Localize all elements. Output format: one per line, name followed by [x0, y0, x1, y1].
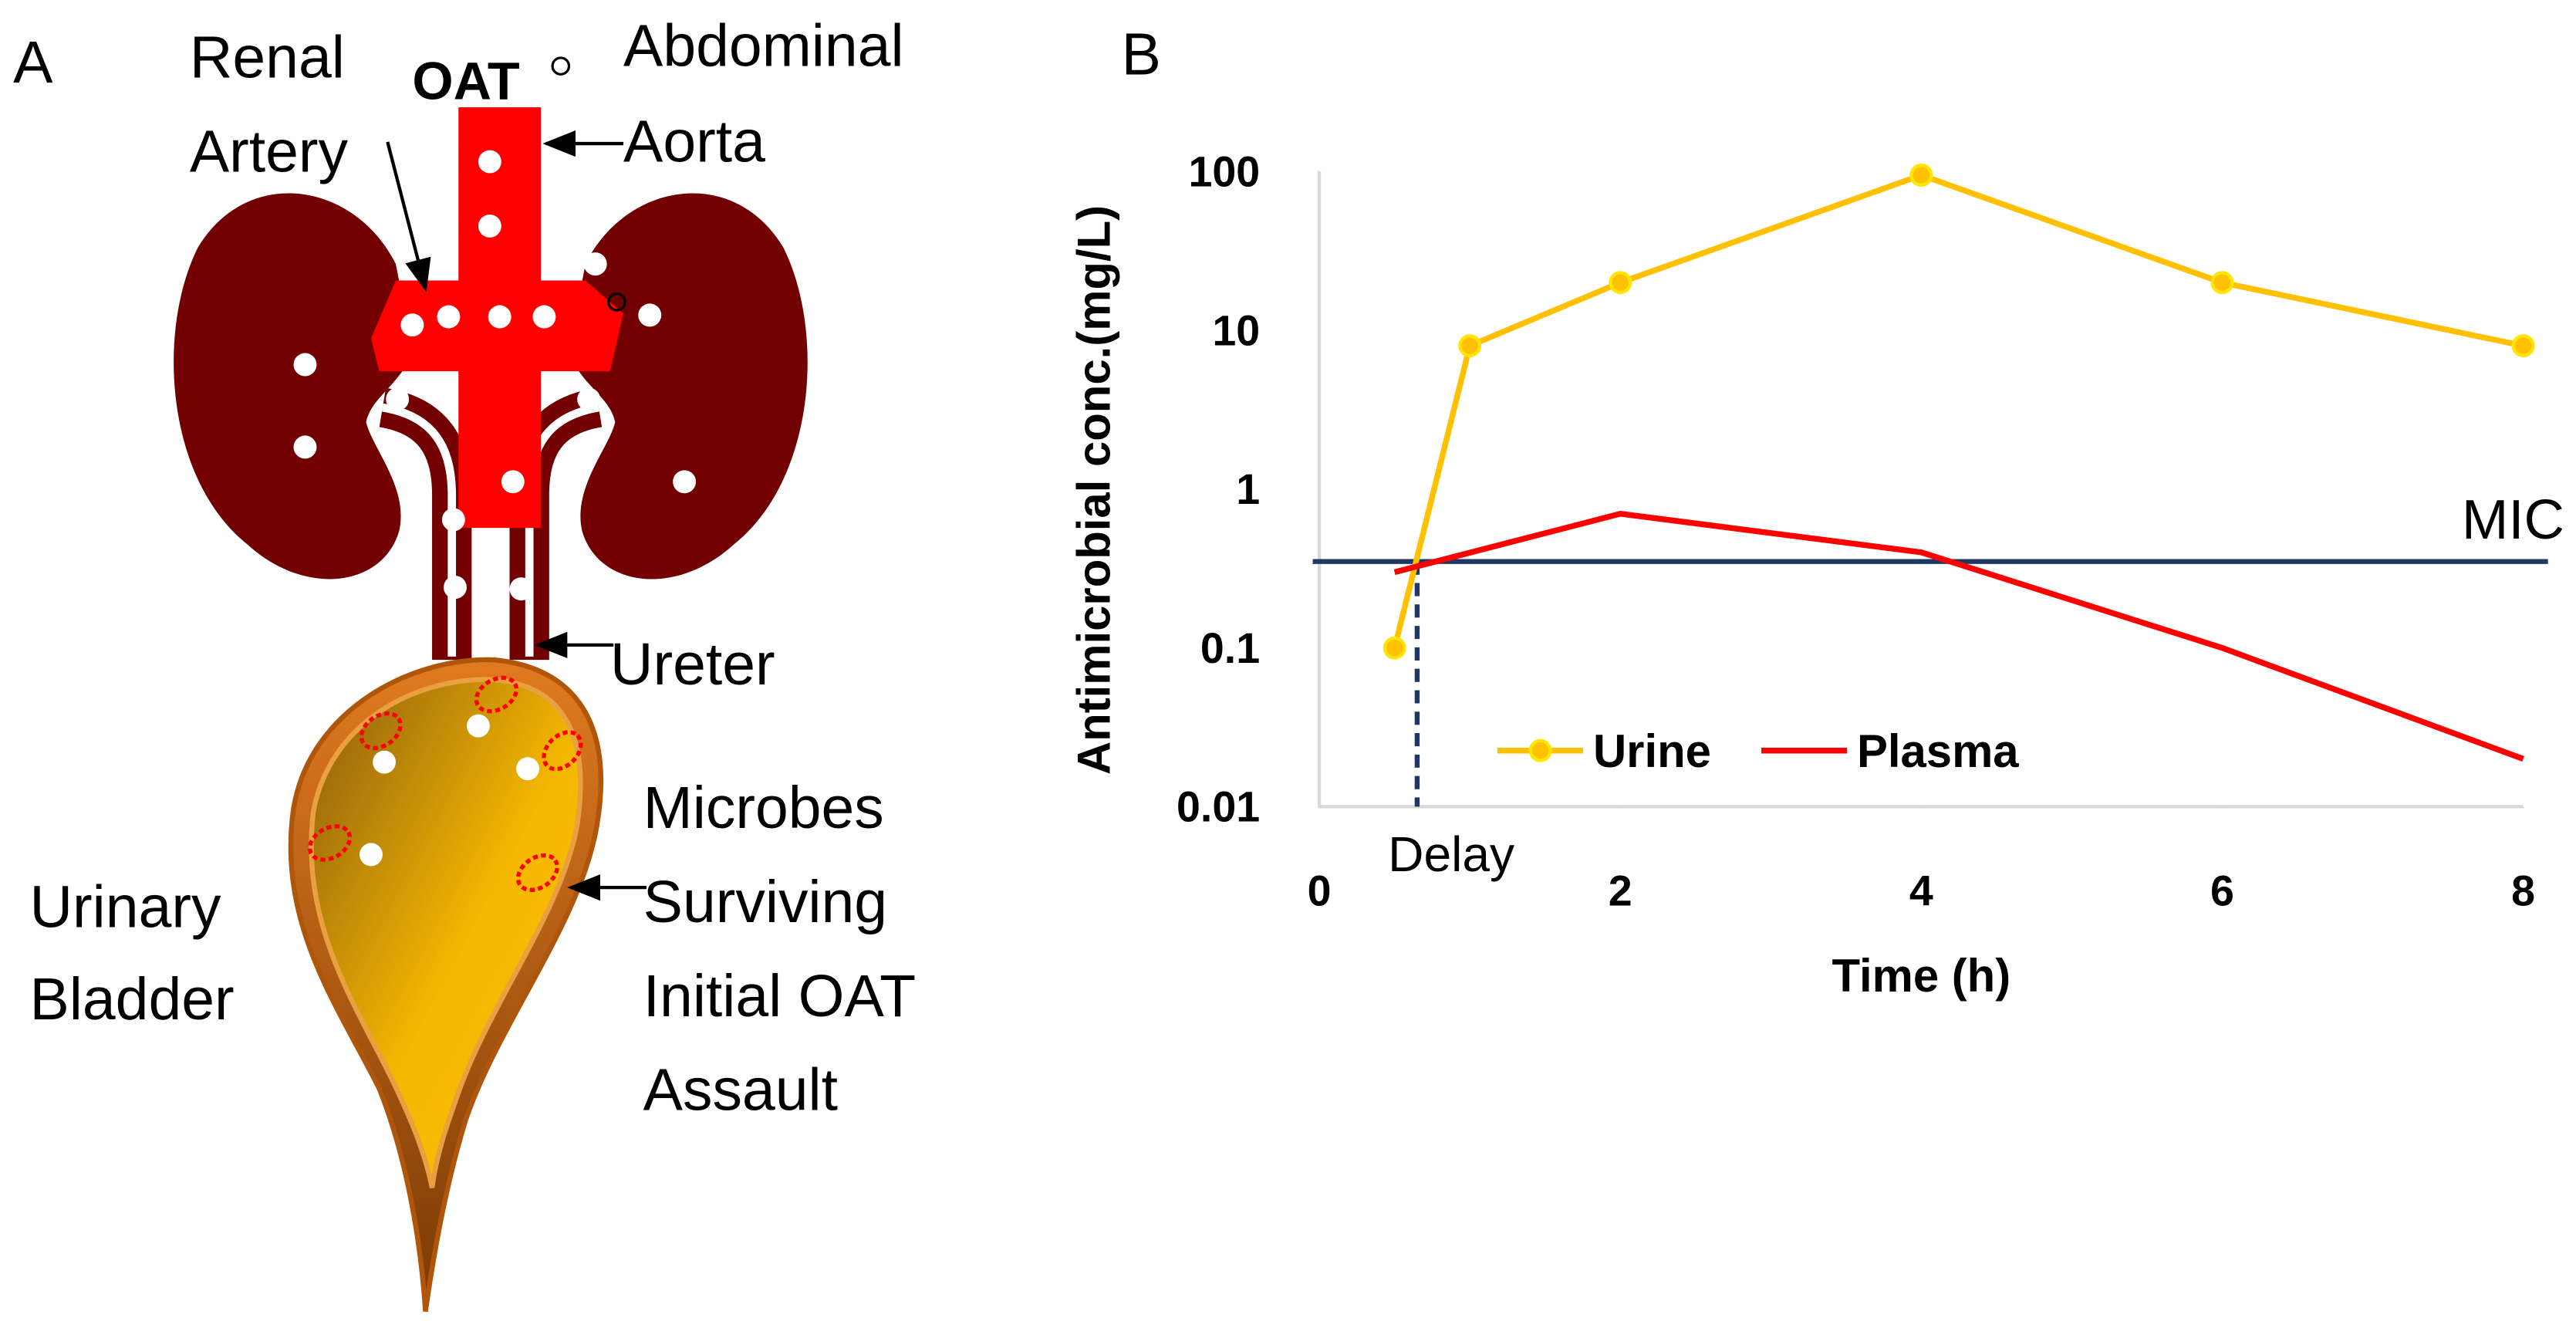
x-tick-label: 0	[1308, 867, 1332, 915]
label: Microbes	[643, 775, 884, 841]
x-tick-label: 2	[1609, 867, 1632, 915]
y-tick-label: 0.1	[1200, 624, 1260, 672]
legend-label: Plasma	[1857, 725, 2019, 777]
pointer-arrows	[386, 130, 647, 901]
mic-label: MIC	[2462, 488, 2564, 551]
marker	[2511, 334, 2535, 358]
series-line	[1392, 172, 2524, 649]
label: Initial OAT	[643, 963, 916, 1029]
panel-label: B	[1122, 21, 1161, 87]
ureter-lumen	[382, 403, 457, 657]
legend-label: Urine	[1593, 725, 1711, 777]
y-axis-title: Antimicrobial conc.(mg/L)	[1069, 205, 1120, 775]
label: Urinary	[29, 874, 221, 940]
oat-dot	[551, 56, 571, 76]
kidney	[174, 193, 413, 580]
label: Ureter	[610, 631, 775, 698]
x-axis-title: Time (h)	[1832, 950, 2011, 1002]
marker	[1909, 164, 1933, 187]
x-tick-label: 6	[2210, 867, 2234, 915]
label: OAT	[412, 52, 520, 110]
anatomy	[174, 56, 808, 1312]
legend-marker	[1528, 738, 1552, 762]
y-tick-label: 10	[1212, 306, 1260, 354]
drug-dots	[293, 150, 697, 867]
x-tick-label: 4	[1909, 867, 1933, 915]
label: Artery	[190, 118, 349, 184]
label: Assault	[643, 1057, 838, 1124]
delay-label: Delay	[1388, 826, 1514, 882]
marker	[1383, 636, 1406, 660]
y-tick-label: 0.01	[1177, 783, 1260, 831]
label: Aorta	[623, 109, 765, 175]
label: Surviving	[643, 869, 887, 935]
panel-label: A	[13, 29, 53, 96]
y-tick-label: 100	[1188, 148, 1260, 196]
oat-dot	[607, 292, 626, 312]
marker	[1609, 271, 1632, 295]
series-line	[1393, 510, 2524, 762]
marker	[1458, 334, 1482, 358]
bladder-inner	[309, 677, 583, 1188]
label: Renal	[190, 25, 345, 91]
kidney	[569, 193, 808, 580]
plot: 0.01 0.1 1 10 100 0 2 4 6 8 MIC Delay Urine Plasma	[1177, 148, 2564, 915]
label: Abdominal	[623, 13, 904, 79]
marker	[2210, 271, 2234, 295]
label: Bladder	[29, 966, 234, 1032]
y-tick-label: 1	[1236, 465, 1260, 513]
x-tick-label: 8	[2511, 867, 2535, 915]
